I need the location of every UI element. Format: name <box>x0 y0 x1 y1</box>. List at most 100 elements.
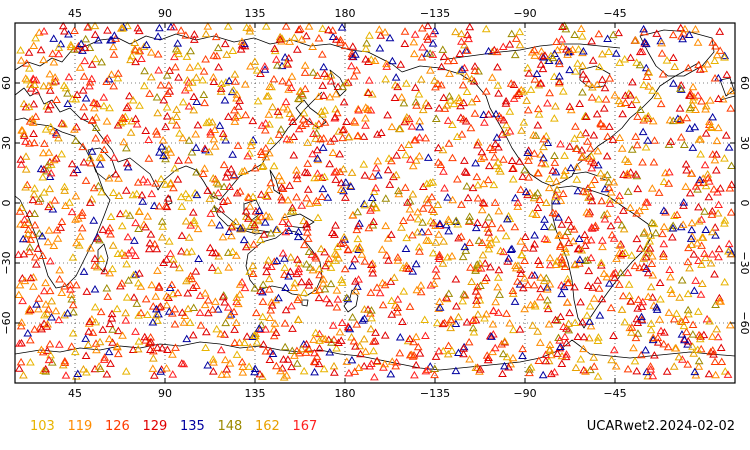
station-marker <box>184 193 194 202</box>
station-marker <box>560 332 570 341</box>
station-marker <box>465 216 474 224</box>
station-marker <box>114 191 124 199</box>
station-marker <box>544 174 554 183</box>
station-marker <box>659 252 668 260</box>
station-marker <box>669 362 679 370</box>
station-marker <box>222 370 232 378</box>
station-marker <box>536 79 545 87</box>
station-marker <box>693 345 703 353</box>
station-marker <box>406 155 415 163</box>
station-marker <box>706 259 716 267</box>
station-marker <box>669 79 678 87</box>
station-marker <box>434 230 444 238</box>
station-marker <box>548 166 558 174</box>
station-marker <box>631 36 640 44</box>
station-marker <box>302 228 312 236</box>
station-marker <box>348 42 358 50</box>
station-marker <box>538 370 548 379</box>
station-marker <box>134 311 143 319</box>
station-marker <box>224 76 234 85</box>
station-marker <box>522 96 532 104</box>
station-marker <box>228 247 238 255</box>
station-marker <box>135 207 144 216</box>
station-marker <box>398 317 407 325</box>
station-marker <box>551 167 561 176</box>
station-marker <box>573 186 583 195</box>
station-marker <box>361 44 371 52</box>
station-marker <box>409 37 419 46</box>
station-marker <box>229 170 239 179</box>
station-marker <box>393 303 402 312</box>
station-marker <box>250 284 260 292</box>
station-marker <box>703 169 713 178</box>
station-marker <box>224 227 234 235</box>
station-marker <box>151 179 161 187</box>
station-marker <box>184 233 194 241</box>
station-marker <box>261 119 271 127</box>
top-lon-label: 90 <box>158 7 172 20</box>
station-marker <box>532 69 542 78</box>
station-marker <box>589 131 599 139</box>
station-marker <box>318 110 328 118</box>
station-marker <box>589 158 599 167</box>
station-marker <box>484 110 493 118</box>
station-marker <box>292 359 302 367</box>
station-marker <box>309 129 318 137</box>
arctic-canada-coast <box>439 43 621 61</box>
station-marker <box>115 209 125 218</box>
station-marker <box>51 154 61 162</box>
station-marker <box>530 231 539 239</box>
station-marker <box>516 269 526 277</box>
station-marker <box>153 32 163 40</box>
station-marker <box>387 310 397 318</box>
station-marker <box>292 174 302 183</box>
station-marker <box>627 251 637 259</box>
station-marker <box>55 275 64 283</box>
station-marker <box>184 102 194 110</box>
station-marker <box>510 50 520 59</box>
station-marker <box>436 160 446 169</box>
station-marker <box>451 27 460 36</box>
station-marker <box>570 134 579 142</box>
station-marker <box>614 196 624 204</box>
station-marker <box>428 248 438 257</box>
station-marker <box>76 39 86 47</box>
station-marker <box>153 266 162 274</box>
station-marker <box>705 96 715 104</box>
station-marker <box>410 370 419 379</box>
station-marker <box>19 249 29 258</box>
station-marker <box>262 192 272 200</box>
station-marker <box>352 225 362 234</box>
station-marker <box>670 62 680 70</box>
station-marker <box>458 252 468 261</box>
station-marker <box>434 158 443 166</box>
station-marker <box>528 321 538 329</box>
station-marker <box>457 65 467 73</box>
legend-item: 119 <box>68 419 93 434</box>
station-marker <box>108 264 117 273</box>
station-marker <box>536 292 545 301</box>
station-marker <box>95 235 104 244</box>
station-marker <box>277 176 286 184</box>
station-marker <box>366 260 376 268</box>
station-marker <box>267 301 277 309</box>
station-marker <box>232 94 241 102</box>
station-marker <box>482 351 492 359</box>
station-marker <box>177 359 187 367</box>
station-marker <box>499 115 509 124</box>
station-marker <box>667 232 677 241</box>
station-marker <box>695 334 705 343</box>
station-marker <box>597 236 607 244</box>
station-marker <box>446 323 456 332</box>
station-marker <box>477 238 487 247</box>
station-marker <box>542 301 552 310</box>
kamchatka-coast <box>329 69 347 97</box>
station-marker <box>251 225 260 233</box>
top-lon-label: −45 <box>603 7 626 20</box>
station-marker <box>292 346 302 354</box>
station-marker <box>259 340 268 348</box>
station-marker <box>217 370 227 378</box>
station-marker <box>375 288 385 297</box>
station-marker <box>220 39 230 48</box>
station-marker <box>192 167 201 176</box>
